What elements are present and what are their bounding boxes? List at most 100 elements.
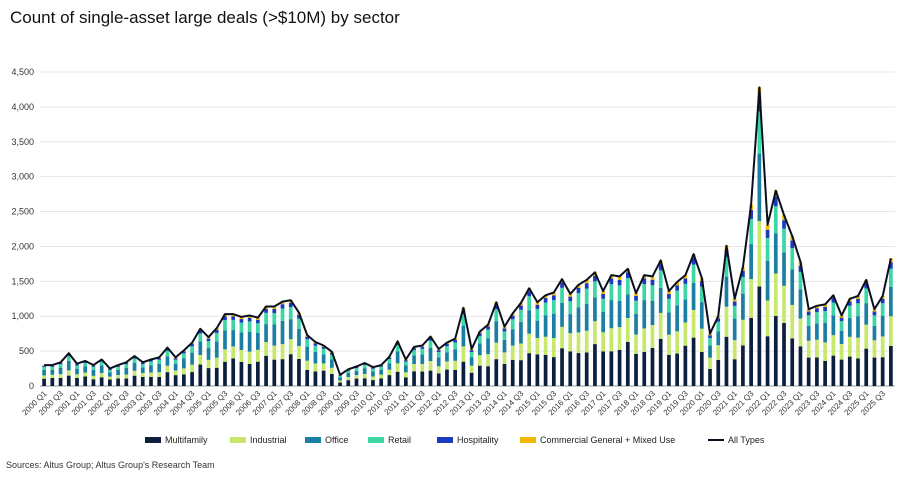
bar-segment-multifamily bbox=[584, 352, 589, 386]
bar-segment-retail bbox=[436, 352, 441, 358]
bar-segment-commercial-general-mixed-use bbox=[839, 315, 844, 318]
bar-segment-hospitality bbox=[173, 358, 178, 360]
bar-segment-multifamily bbox=[560, 348, 564, 386]
bar-segment-office bbox=[469, 357, 474, 366]
bar-segment-commercial-general-mixed-use bbox=[231, 314, 236, 317]
bar-segment-industrial bbox=[502, 352, 507, 364]
bar-segment-industrial bbox=[560, 326, 564, 349]
bar-segment-retail bbox=[477, 335, 482, 344]
y-tick-label: 0 bbox=[29, 381, 34, 391]
bar-segment-multifamily bbox=[683, 345, 688, 386]
bar-segment-multifamily bbox=[330, 373, 334, 386]
bar-segment-multifamily bbox=[675, 353, 679, 386]
bar-segment-hospitality bbox=[658, 264, 663, 271]
bar-segment-multifamily bbox=[395, 371, 400, 386]
bar-segment-hospitality bbox=[247, 317, 252, 322]
bar-segment-retail bbox=[593, 281, 597, 298]
bar-segment-retail bbox=[527, 296, 532, 311]
bar-segment-multifamily bbox=[66, 375, 71, 386]
bar-segment-retail bbox=[346, 370, 351, 374]
bar-segment-multifamily bbox=[815, 357, 819, 386]
bar-segment-industrial bbox=[609, 328, 614, 352]
bar-segment-office bbox=[658, 287, 663, 313]
bar-segment-office bbox=[420, 354, 425, 364]
bar-segment-industrial bbox=[494, 342, 499, 360]
bar-segment-commercial-general-mixed-use bbox=[272, 306, 277, 309]
legend-label: Industrial bbox=[250, 435, 287, 445]
bar-segment-hospitality bbox=[634, 296, 638, 301]
bar-segment-hospitality bbox=[716, 318, 721, 322]
bar-segment-hospitality bbox=[239, 319, 244, 323]
bar-segment-industrial bbox=[716, 345, 721, 360]
bar-segment-industrial bbox=[634, 334, 638, 354]
bar-segment-industrial bbox=[856, 337, 860, 359]
legend-label: Hospitality bbox=[457, 435, 499, 445]
bar-segment-retail bbox=[66, 355, 71, 361]
bar-segment-hospitality bbox=[527, 291, 532, 297]
bar-segment-office bbox=[691, 283, 696, 310]
bar-segment-multifamily bbox=[757, 286, 762, 386]
bar-segment-industrial bbox=[346, 377, 351, 381]
bar-segment-hospitality bbox=[708, 335, 712, 338]
bar-segment-retail bbox=[634, 300, 638, 314]
legend-label: Retail bbox=[388, 435, 411, 445]
bar-segment-multifamily bbox=[724, 336, 729, 386]
bar-segment-office bbox=[765, 260, 770, 301]
bar-segment-multifamily bbox=[601, 351, 605, 386]
bars bbox=[42, 87, 893, 386]
bar-segment-office bbox=[330, 359, 334, 368]
bar-segment-hospitality bbox=[50, 365, 55, 367]
bar-segment-retail bbox=[256, 323, 260, 333]
bar-segment-multifamily bbox=[617, 349, 622, 386]
bar-segment-retail bbox=[667, 298, 671, 313]
bar-segment-industrial bbox=[543, 336, 548, 355]
bar-segment-multifamily bbox=[223, 361, 227, 386]
bar-segment-hospitality bbox=[880, 298, 885, 304]
bar-segment-office bbox=[527, 310, 532, 334]
bar-segment-multifamily bbox=[346, 380, 351, 386]
bar-segment-multifamily bbox=[297, 358, 301, 386]
bar-segment-industrial bbox=[379, 374, 384, 379]
bar-segment-office bbox=[223, 330, 227, 350]
bar-segment-retail bbox=[790, 248, 795, 270]
bar-segment-hospitality bbox=[362, 363, 367, 365]
bar-segment-hospitality bbox=[116, 365, 120, 367]
bar-segment-hospitality bbox=[568, 296, 573, 302]
bar-segment-retail bbox=[362, 364, 367, 369]
bar-segment-hospitality bbox=[231, 316, 236, 320]
bar-segment-office bbox=[50, 369, 55, 375]
bar-segment-multifamily bbox=[42, 378, 46, 386]
bar-segment-industrial bbox=[625, 318, 630, 342]
bar-segment-industrial bbox=[568, 333, 573, 352]
bar-segment-office bbox=[198, 341, 203, 355]
bar-segment-retail bbox=[576, 293, 581, 308]
bar-segment-industrial bbox=[387, 369, 392, 376]
bar-segment-industrial bbox=[321, 363, 326, 371]
bar-segment-hospitality bbox=[691, 258, 696, 265]
y-tick-label: 4,000 bbox=[11, 102, 34, 112]
bar-segment-office bbox=[239, 332, 244, 350]
bar-segment-industrial bbox=[782, 285, 786, 323]
bar-segment-office bbox=[272, 324, 277, 346]
bar-segment-industrial bbox=[691, 309, 696, 338]
bar-segment-retail bbox=[272, 313, 277, 325]
bar-segment-industrial bbox=[757, 221, 762, 287]
bar-segment-retail bbox=[691, 264, 696, 284]
bar-segment-retail bbox=[617, 285, 622, 301]
bar-segment-office bbox=[387, 363, 392, 370]
bar-segment-multifamily bbox=[872, 357, 877, 386]
bar-segment-industrial bbox=[675, 331, 679, 354]
legend-swatch bbox=[437, 437, 453, 443]
bar-segment-retail bbox=[157, 359, 162, 364]
bar-segment-multifamily bbox=[486, 366, 490, 386]
bar-segment-hospitality bbox=[617, 279, 622, 286]
bar-segment-multifamily bbox=[667, 354, 671, 386]
legend-label: Office bbox=[325, 435, 348, 445]
bar-segment-multifamily bbox=[749, 317, 753, 386]
bar-segment-industrial bbox=[132, 370, 137, 376]
bar-segment-retail bbox=[486, 329, 490, 339]
bar-segment-multifamily bbox=[535, 354, 540, 386]
bar-segment-retail bbox=[708, 337, 712, 346]
bar-segment-multifamily bbox=[634, 353, 638, 386]
bar-segment-multifamily bbox=[864, 348, 869, 386]
